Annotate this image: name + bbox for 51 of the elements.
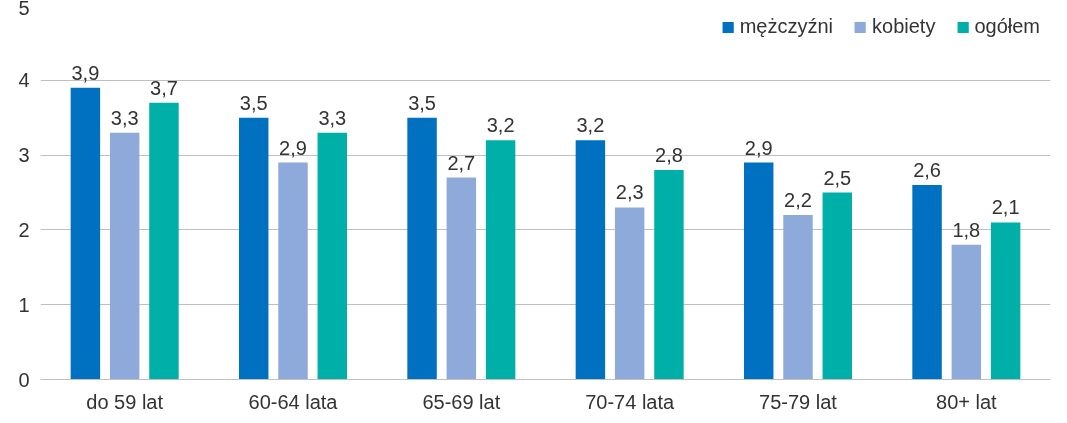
data-label: 3,2 (486, 114, 515, 137)
bar (238, 117, 269, 380)
bar (951, 244, 982, 380)
bar (109, 132, 140, 380)
data-label: 3,2 (576, 114, 605, 137)
data-label: 1,8 (952, 218, 981, 241)
bar (446, 177, 477, 380)
y-tick-label: 1 (18, 293, 30, 316)
data-label: 2,2 (784, 188, 812, 211)
data-label: 2,1 (991, 196, 1020, 219)
bar (990, 222, 1021, 380)
x-tick-label: 65-69 lat (422, 390, 501, 413)
bar (70, 87, 101, 380)
data-label: 3,9 (71, 61, 100, 84)
y-tick-label: 2 (18, 218, 30, 241)
bar (149, 102, 179, 380)
bar (317, 132, 348, 380)
bar (575, 140, 606, 380)
x-tick-label: do 59 lat (86, 390, 164, 413)
bar (822, 192, 853, 380)
bar (407, 117, 437, 380)
data-label: 2,6 (913, 159, 941, 182)
x-tick-label: 70-74 lata (585, 390, 676, 413)
bar (912, 185, 942, 380)
bar (278, 162, 308, 380)
data-label: 2,7 (447, 151, 476, 174)
bar (614, 207, 645, 380)
bar (654, 170, 684, 380)
data-label: 2,5 (823, 166, 852, 189)
y-tick-label: 3 (18, 144, 30, 167)
data-label: 3,5 (408, 91, 436, 114)
data-label: 3,3 (110, 106, 139, 129)
y-tick-label: 4 (18, 69, 30, 92)
data-label: 3,7 (150, 76, 178, 99)
y-tick-label: 0 (18, 368, 30, 391)
legend-label: kobiety (872, 15, 936, 38)
data-label: 2,9 (744, 136, 773, 159)
legend-label: mężczyźni (739, 15, 834, 38)
y-tick-label: 5 (18, 0, 30, 19)
data-label: 2,9 (279, 136, 307, 159)
legend-label: ogółem (974, 15, 1040, 38)
bar (743, 162, 774, 380)
x-tick-label: 75-79 lat (759, 390, 838, 413)
data-label: 2,8 (655, 144, 683, 167)
bar (783, 214, 813, 380)
data-label: 2,3 (615, 181, 644, 204)
x-tick-label: 60-64 lata (248, 390, 339, 413)
x-tick-label: 80+ lat (936, 390, 998, 413)
data-label: 3,5 (239, 91, 268, 114)
bar (485, 140, 516, 380)
data-label: 3,3 (318, 106, 347, 129)
